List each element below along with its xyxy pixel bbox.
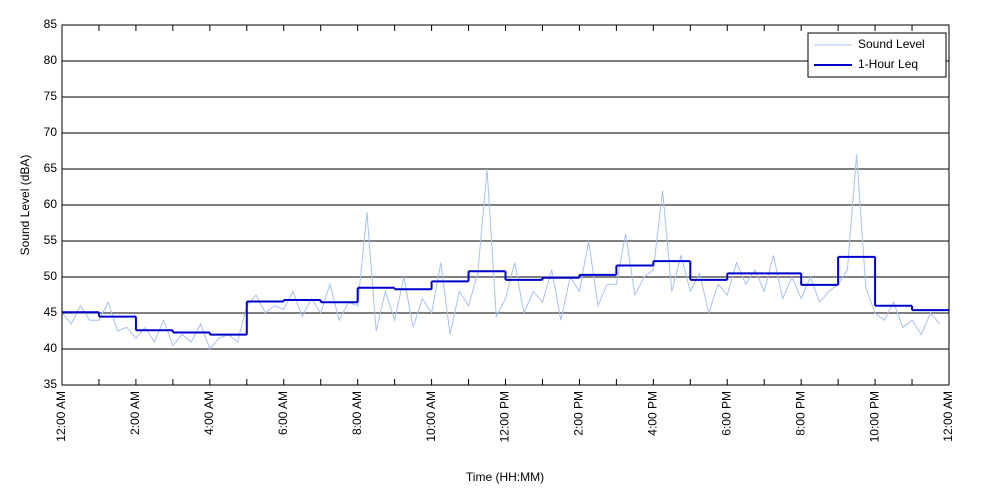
x-tick-label: 2:00 PM	[572, 391, 586, 436]
y-tick-label: 45	[44, 305, 58, 319]
x-tick-label: 12:00 AM	[941, 391, 955, 442]
x-tick-label: 12:00 PM	[498, 391, 512, 442]
legend-label: Sound Level	[858, 37, 925, 51]
x-tick-label: 6:00 AM	[276, 391, 290, 435]
x-axis-label: Time (HH:MM)	[466, 470, 544, 484]
y-tick-label: 60	[44, 197, 58, 211]
x-tick-label: 4:00 AM	[202, 391, 216, 435]
y-tick-label: 55	[44, 233, 58, 247]
sound-level-line	[61, 154, 941, 350]
legend-box	[807, 32, 947, 78]
x-tick-label: 12:00 AM	[54, 391, 68, 442]
y-axis-label: Sound Level (dBA)	[18, 155, 32, 256]
y-tick-label: 75	[44, 89, 58, 103]
y-tick-label: 70	[44, 125, 58, 139]
y-tick-label: 40	[44, 341, 58, 355]
x-tick-label: 10:00 AM	[424, 391, 438, 442]
plot-border	[61, 24, 950, 386]
y-tick-label: 50	[44, 269, 58, 283]
y-tick-label: 35	[44, 377, 58, 391]
x-tick-label: 8:00 AM	[350, 391, 364, 435]
x-tick-label: 10:00 PM	[867, 391, 881, 442]
x-tick-label: 4:00 PM	[646, 391, 660, 436]
x-tick-label: 8:00 PM	[793, 391, 807, 436]
y-tick-label: 85	[44, 17, 58, 31]
y-tick-label: 65	[44, 161, 58, 175]
legend-label: 1-Hour Leq	[858, 57, 918, 71]
x-tick-label: 2:00 AM	[128, 391, 142, 435]
y-tick-label: 80	[44, 53, 58, 67]
x-tick-label: 6:00 PM	[719, 391, 733, 436]
